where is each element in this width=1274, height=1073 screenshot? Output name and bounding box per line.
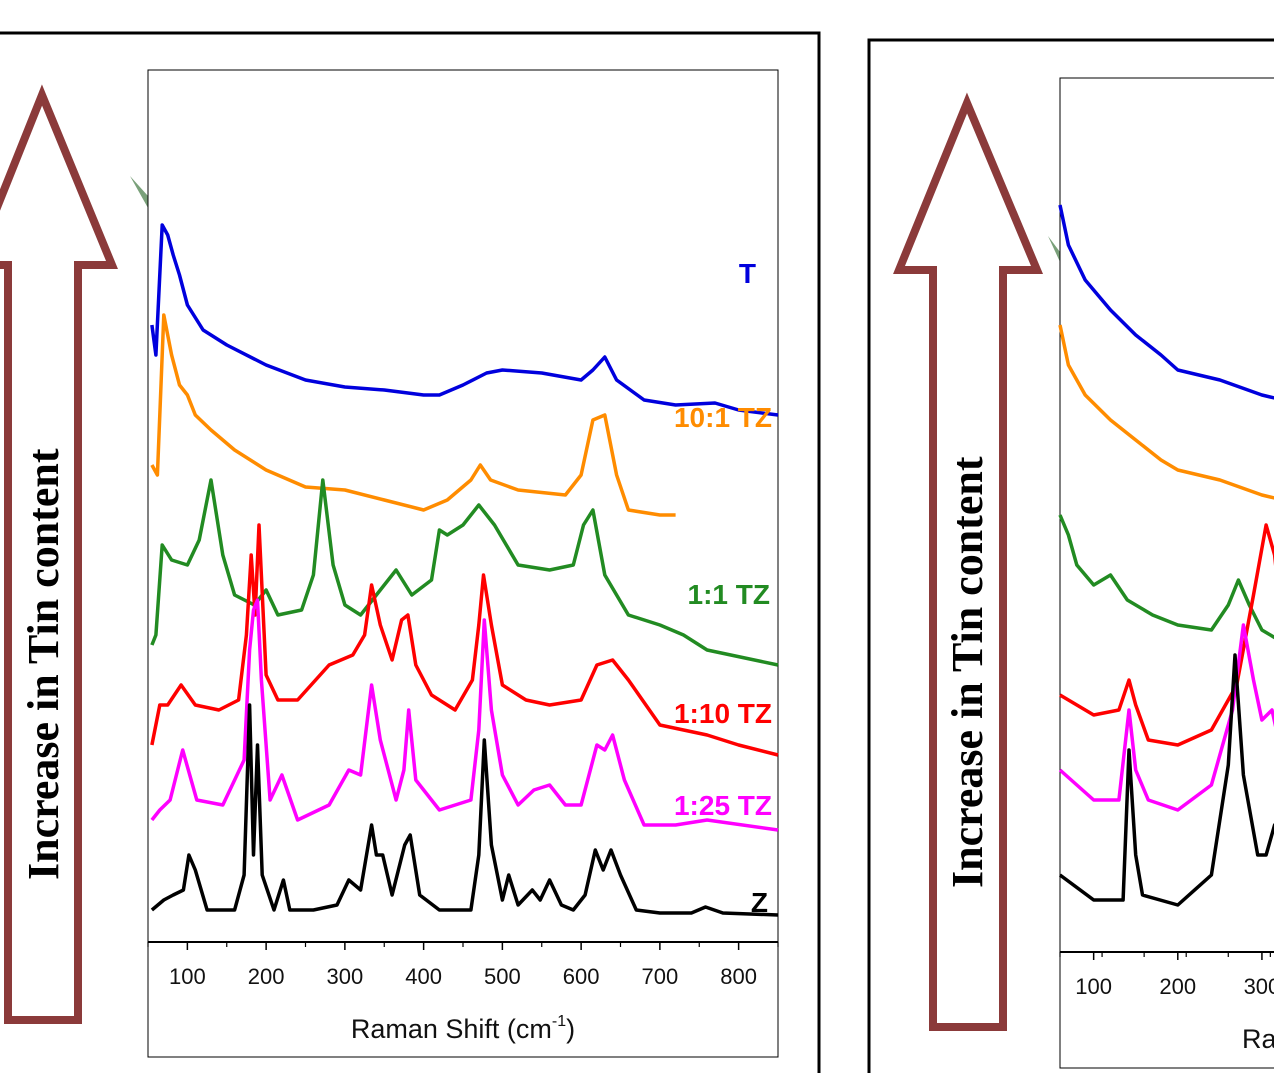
x-tick-label: 300 xyxy=(1244,974,1274,999)
x-tick-label: 700 xyxy=(642,964,679,989)
left-panel: Increase in Tin content T 10:1 TZ 1:1 TZ 1:… xyxy=(0,31,821,1073)
x-axis-title-right: Ra xyxy=(1242,1024,1274,1054)
x-tick-label: 800 xyxy=(720,964,757,989)
decorative-wedge-right xyxy=(1048,236,1060,262)
series-label-3: 1:10 TZ xyxy=(674,698,772,729)
series-line-1-5 xyxy=(1058,653,1274,907)
series-label-4: 1:25 TZ xyxy=(674,790,772,821)
plot-area-left: T 10:1 TZ 1:1 TZ 1:10 TZ 1:25 TZ Z xyxy=(150,223,779,918)
decorative-wedge xyxy=(130,176,148,208)
x-ticks-left: 100 200 300 400 500 600 700 800 xyxy=(147,942,779,989)
x-tick-label: 200 xyxy=(248,964,285,989)
series-line-0-0 xyxy=(150,223,779,417)
x-tick-label: 100 xyxy=(169,964,206,989)
x-tick-label: 300 xyxy=(327,964,364,989)
x-tick-label: 400 xyxy=(405,964,442,989)
x-ticks-right: 100 200 300 xyxy=(1059,952,1274,999)
x-tick-label: 100 xyxy=(1075,974,1112,999)
arrow-label: Increase in Tin content xyxy=(19,448,68,880)
plot-area-right xyxy=(1058,204,1274,907)
plot-frame-left xyxy=(147,69,779,1058)
x-tick-label: 200 xyxy=(1159,974,1196,999)
arrow-label-right: Increase in Tin content xyxy=(943,456,992,888)
series-label-5: Z xyxy=(751,887,768,918)
tin-content-arrow-right xyxy=(893,92,1044,1031)
left-panel-frame xyxy=(0,31,821,1073)
series-line-0-5 xyxy=(150,703,779,917)
series-line-1-0 xyxy=(1058,204,1274,400)
series-line-0-4 xyxy=(150,598,779,832)
x-axis-title-left: Raman Shift (cm-1) xyxy=(351,1013,575,1044)
tin-content-arrow xyxy=(0,84,118,1024)
series-line-1-4 xyxy=(1058,623,1274,812)
series-line-0-2 xyxy=(150,478,779,667)
series-line-1-3 xyxy=(1059,523,1274,747)
series-line-0-3 xyxy=(150,523,779,757)
series-line-1-1 xyxy=(1058,324,1274,500)
right-panel: Increase in Tin content 100 200 300 Ra xyxy=(867,38,1274,1073)
plot-frame-right xyxy=(1059,77,1274,1069)
series-label-2: 1:1 TZ xyxy=(688,579,770,610)
series-label-0: T xyxy=(739,258,756,289)
x-tick-label: 600 xyxy=(563,964,600,989)
x-axis-title-superscript: -1 xyxy=(552,1013,566,1030)
x-tick-label: 500 xyxy=(484,964,521,989)
series-label-1: 10:1 TZ xyxy=(674,402,772,433)
series-line-0-1 xyxy=(150,313,676,517)
series-line-1-2 xyxy=(1058,514,1274,640)
right-panel-frame xyxy=(867,38,1274,1073)
